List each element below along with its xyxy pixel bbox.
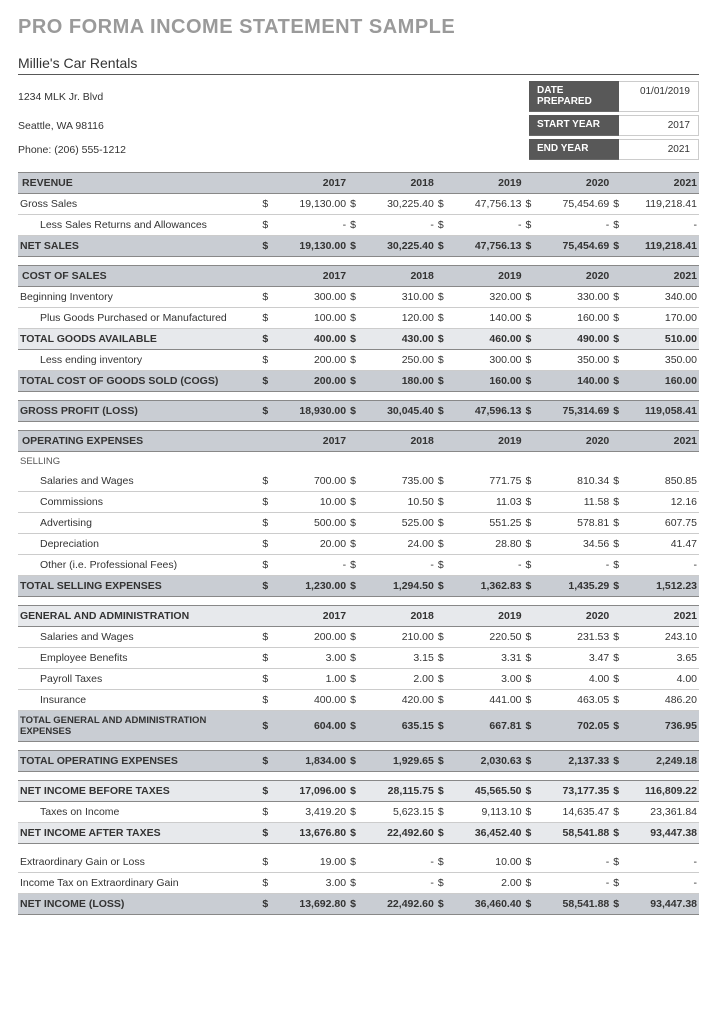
row-begin-inv: Beginning Inventory $300.00 $310.00 $320… <box>18 287 699 308</box>
row-total-ga: TOTAL GENERAL AND ADMINISTRATION EXPENSE… <box>18 711 699 742</box>
page-title: PRO FORMA INCOME STATEMENT SAMPLE <box>18 16 699 39</box>
year-col: 2021 <box>627 173 699 194</box>
meta-end-year-value: 2021 <box>619 139 699 160</box>
meta-end-year-label: END YEAR <box>529 139 619 160</box>
row-extra-tax: Income Tax on Extraordinary Gain $3.00 $… <box>18 873 699 894</box>
row-net-income: NET INCOME (LOSS) $13,692.80 $22,492.60 … <box>18 894 699 915</box>
company-address2: Seattle, WA 98116 <box>18 120 104 132</box>
row-total-cogs: TOTAL COST OF GOODS SOLD (COGS) $200.00 … <box>18 371 699 392</box>
row-goods-available: TOTAL GOODS AVAILABLE $400.00 $430.00 $4… <box>18 329 699 350</box>
year-col: 2018 <box>364 173 436 194</box>
row-taxes: Taxes on Income $3,419.20 $5,623.15 $9,1… <box>18 802 699 823</box>
row-ga-salaries: Salaries and Wages $200.00 $210.00 $220.… <box>18 627 699 648</box>
year-col: 2019 <box>452 173 524 194</box>
row-ni-before-tax: NET INCOME BEFORE TAXES $17,096.00 $28,1… <box>18 781 699 802</box>
row-commissions: Commissions $10.00 $10.50 $11.03 $11.58 … <box>18 492 699 513</box>
row-total-opex: TOTAL OPERATING EXPENSES $1,834.00 $1,92… <box>18 751 699 772</box>
ga-header: GENERAL AND ADMINISTRATION <box>18 606 260 627</box>
row-extra-gain: Extraordinary Gain or Loss $19.00 $- $10… <box>18 852 699 873</box>
cogs-header: COST OF SALES <box>18 266 260 287</box>
row-returns: Less Sales Returns and Allowances $- $- … <box>18 215 699 236</box>
company-address1: 1234 MLK Jr. Blvd <box>18 91 103 103</box>
row-advertising: Advertising $500.00 $525.00 $551.25 $578… <box>18 513 699 534</box>
row-total-selling: TOTAL SELLING EXPENSES $1,230.00 $1,294.… <box>18 576 699 597</box>
opex-header: OPERATING EXPENSES <box>18 431 260 452</box>
meta-start-year-value: 2017 <box>619 115 699 136</box>
company-phone: Phone: (206) 555-1212 <box>18 144 126 156</box>
row-gross-profit: GROSS PROFIT (LOSS) $18,930.00 $30,045.4… <box>18 401 699 422</box>
row-payroll-taxes: Payroll Taxes $1.00 $2.00 $3.00 $4.00 $4… <box>18 669 699 690</box>
year-col: 2017 <box>277 173 349 194</box>
row-insurance: Insurance $400.00 $420.00 $441.00 $463.0… <box>18 690 699 711</box>
row-other: Other (i.e. Professional Fees) $- $- $- … <box>18 555 699 576</box>
row-end-inv: Less ending inventory $200.00 $250.00 $3… <box>18 350 699 371</box>
row-net-sales: NET SALES $19,130.00 $30,225.40 $47,756.… <box>18 236 699 257</box>
row-ni-after-tax: NET INCOME AFTER TAXES $13,676.80 $22,49… <box>18 823 699 844</box>
meta-date-prepared-value: 01/01/2019 <box>619 81 699 112</box>
revenue-header: REVENUE <box>18 173 260 194</box>
year-col: 2020 <box>540 173 612 194</box>
company-name: Millie's Car Rentals <box>18 55 699 75</box>
row-selling-salaries: Salaries and Wages $700.00 $735.00 $771.… <box>18 471 699 492</box>
meta-date-prepared-label: DATE PREPARED <box>529 81 619 112</box>
row-gross-sales: Gross Sales $19,130.00 $30,225.40 $47,75… <box>18 194 699 215</box>
row-benefits: Employee Benefits $3.00 $3.15 $3.31 $3.4… <box>18 648 699 669</box>
income-statement-table: REVENUE 2017 2018 2019 2020 2021 Gross S… <box>18 172 699 915</box>
selling-subheader: SELLING <box>18 452 699 472</box>
row-depreciation: Depreciation $20.00 $24.00 $28.80 $34.56… <box>18 534 699 555</box>
meta-start-year-label: START YEAR <box>529 115 619 136</box>
row-goods-purchased: Plus Goods Purchased or Manufactured $10… <box>18 308 699 329</box>
